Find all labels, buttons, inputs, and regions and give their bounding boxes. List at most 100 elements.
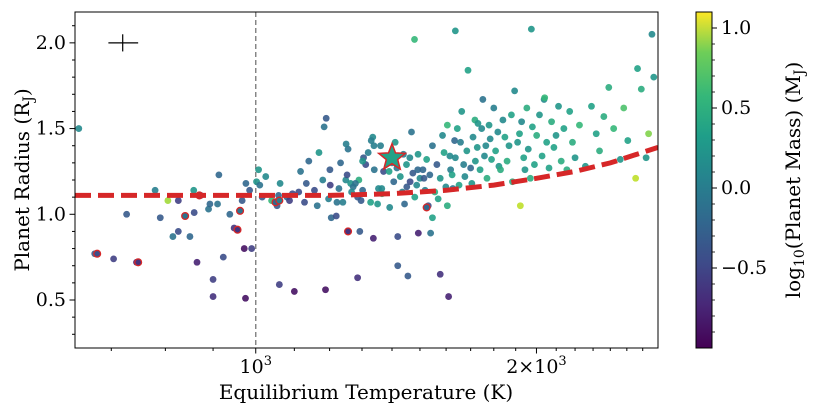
data-point: [406, 178, 414, 186]
data-point: [413, 181, 421, 189]
data-point: [333, 198, 341, 206]
data-point: [275, 281, 283, 288]
data-point: [483, 174, 491, 182]
data-point: [481, 152, 488, 160]
data-point: [451, 154, 459, 162]
data-point: [326, 181, 334, 189]
data-point: [337, 159, 344, 167]
data-point: [552, 132, 560, 139]
data-point: [516, 202, 524, 210]
data-point: [123, 210, 131, 218]
ringed-point: [134, 258, 143, 267]
data-point: [550, 144, 558, 151]
data-point: [637, 85, 645, 93]
data-point: [209, 276, 217, 283]
data-point: [429, 142, 436, 150]
data-point: [369, 234, 377, 242]
data-point: [394, 233, 402, 240]
colorbar-tick-label: 0.0: [721, 177, 751, 199]
data-point: [476, 166, 484, 174]
data-point: [642, 154, 650, 162]
data-point: [486, 135, 494, 143]
data-point: [396, 173, 404, 180]
data-point: [370, 166, 378, 174]
data-point: [370, 142, 378, 150]
data-point: [380, 168, 387, 175]
data-point: [600, 113, 608, 120]
data-point: [390, 178, 398, 186]
data-point: [414, 166, 422, 174]
data-point: [409, 169, 417, 177]
highlight-star: [376, 141, 408, 171]
data-point: [315, 149, 323, 156]
data-point: [240, 245, 248, 252]
data-point: [110, 255, 117, 263]
data-point: [650, 73, 658, 81]
data-point: [451, 137, 459, 144]
data-point: [482, 142, 490, 150]
data-point: [440, 149, 448, 156]
data-point: [436, 270, 444, 278]
data-point: [320, 123, 328, 131]
data-point: [75, 125, 83, 132]
y-axis-title: Planet Radius (RJ): [10, 88, 37, 271]
data-point: [439, 132, 446, 139]
x-tick-label: 103: [240, 354, 272, 378]
data-point: [174, 197, 182, 204]
data-point: [616, 156, 624, 163]
data-point: [514, 138, 522, 146]
data-point: [458, 108, 466, 115]
data-point: [339, 198, 347, 206]
data-point: [511, 87, 519, 95]
data-point: [367, 198, 375, 206]
data-point: [645, 130, 652, 138]
data-point: [429, 214, 436, 222]
data-point: [343, 171, 351, 179]
data-point: [403, 161, 410, 168]
star-marker: [376, 141, 408, 171]
data-point: [286, 197, 293, 204]
data-point: [344, 145, 352, 153]
data-point: [408, 128, 415, 136]
data-point: [473, 144, 481, 151]
data-point: [648, 30, 656, 38]
y-tick-label: 0.5: [36, 289, 66, 311]
data-point: [374, 200, 381, 208]
data-point: [557, 157, 565, 165]
data-point: [378, 185, 386, 192]
data-point: [433, 161, 441, 168]
data-point: [490, 104, 498, 112]
data-point: [326, 166, 334, 174]
error-bar-cross: [108, 34, 139, 52]
data-point: [485, 121, 493, 129]
colorbar-ticks: 1.0 0.5 0.0 −0.5: [712, 17, 767, 333]
ringed-point: [422, 203, 431, 212]
data-point: [385, 168, 393, 175]
colorbar-tick-label: −0.5: [721, 257, 767, 279]
data-point: [541, 94, 549, 102]
ringed-point: [275, 196, 284, 205]
data-point: [164, 197, 172, 204]
data-point: [518, 118, 526, 126]
data-point: [523, 104, 531, 112]
data-point: [419, 166, 427, 174]
data-point: [460, 161, 468, 168]
data-point: [262, 173, 270, 180]
data-point: [527, 25, 535, 33]
x-tick-label: 2×103: [506, 354, 566, 378]
data-point: [209, 293, 217, 300]
data-point: [404, 272, 412, 280]
data-point: [151, 186, 159, 194]
data-point: [492, 147, 499, 155]
model-curve-line: [75, 145, 658, 198]
data-point: [426, 171, 434, 179]
data-point: [377, 142, 384, 150]
data-point: [461, 173, 469, 180]
data-point: [246, 186, 254, 194]
data-point: [520, 154, 528, 162]
data-point: [453, 125, 461, 132]
data-point: [503, 157, 511, 165]
data-point: [354, 274, 362, 282]
y-axis-ticks: 0.5 1.0 1.5 2.0: [36, 25, 75, 335]
